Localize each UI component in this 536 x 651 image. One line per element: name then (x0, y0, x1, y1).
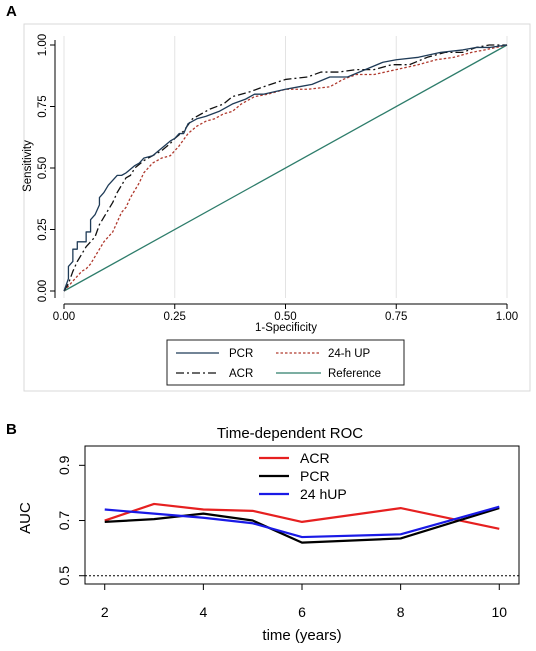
roc-legend-label-24hup: 24-h UP (328, 348, 371, 360)
roc-y-ticks: 0.00 0.25 0.50 0.75 1.00 (37, 34, 55, 302)
roc-series-line-acr (63, 44, 507, 292)
panel-a-label: A (6, 3, 17, 20)
roc-legend-label-acr: ACR (229, 368, 253, 380)
panel-b-label: B (6, 421, 17, 438)
roc-series (63, 44, 508, 292)
roc-x-tick-label: 0.25 (164, 311, 186, 323)
roc-y-axis-label: Sensitivity (22, 140, 34, 192)
roc-legend-label-reference: Reference (328, 368, 381, 380)
roc-y-tick-label: 0.50 (37, 157, 49, 179)
td-y-axis-label: AUC (17, 502, 34, 534)
td-legend-label-acr: ACR (300, 450, 330, 466)
td-y-tick-label: 0.9 (56, 455, 72, 475)
td-legend-label-pcr: PCR (300, 468, 330, 484)
td-legend: ACR PCR 24 hUP (259, 450, 347, 502)
td-x-tick-label: 8 (397, 604, 405, 620)
roc-x-tick-label: 0.50 (274, 311, 296, 323)
roc-legend-label-pcr: PCR (229, 348, 253, 360)
td-x-tick-label: 2 (101, 604, 109, 620)
td-y-tick-label: 0.5 (56, 566, 72, 586)
td-title: Time-dependent ROC (217, 425, 363, 442)
roc-y-tick-label: 1.00 (37, 34, 49, 56)
td-y-ticks: 0.5 0.7 0.9 (56, 455, 85, 585)
roc-series-line-24-h-up (63, 44, 508, 292)
roc-y-tick-label: 0.00 (37, 280, 49, 302)
roc-x-tick-label: 0.75 (385, 311, 407, 323)
td-legend-label-24hup: 24 hUP (300, 486, 347, 502)
td-x-tick-label: 6 (298, 604, 306, 620)
roc-y-tick-label: 0.75 (37, 95, 49, 117)
td-plot-box (84, 445, 520, 585)
td-y-tick-label: 0.7 (56, 511, 72, 531)
roc-legend: PCR 24-h UP ACR Reference (166, 339, 405, 386)
roc-x-tick-label: 0.00 (53, 311, 75, 323)
roc-chart: 0.00 0.25 0.50 0.75 1.00 0.00 0.25 0.50 0.75 1.0… (22, 23, 531, 392)
roc-series-line-reference (63, 44, 508, 292)
roc-background (23, 23, 531, 392)
roc-x-ticks: 0.00 0.25 0.50 0.75 1.00 (53, 304, 518, 323)
roc-y-tick-label: 0.25 (37, 218, 49, 240)
roc-series-line-pcr (63, 44, 508, 292)
roc-legend-box (166, 339, 405, 386)
td-x-tick-label: 4 (199, 604, 207, 620)
td-x-ticks: 2 4 6 8 10 (101, 584, 507, 620)
td-chart: Time-dependent ROC 2 4 6 8 10 0.5 0.7 0.9 time… (17, 425, 520, 644)
td-series-line-24-hup (104, 505, 500, 539)
td-series-line-acr (104, 502, 500, 530)
td-series (104, 502, 500, 544)
roc-x-tick-label: 1.00 (496, 311, 518, 323)
roc-x-axis-label: 1-Specificity (255, 322, 317, 334)
td-x-tick-label: 10 (491, 604, 507, 620)
td-x-axis-label: time (years) (262, 627, 341, 644)
td-series-line-pcr (104, 507, 500, 544)
